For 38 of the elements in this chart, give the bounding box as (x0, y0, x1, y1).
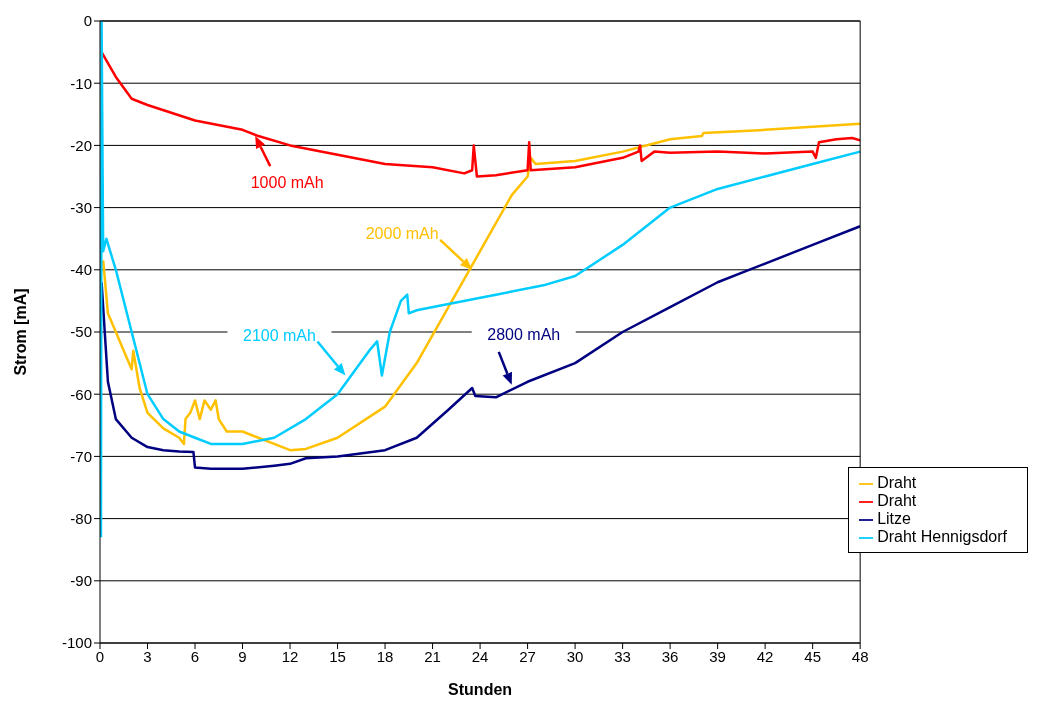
x-tick-label: 15 (329, 647, 346, 665)
x-tick-label: 12 (281, 647, 299, 665)
legend-label: Draht (877, 492, 917, 509)
x-tick-label: 42 (756, 647, 774, 665)
annotation: 2000 mAh (365, 225, 439, 243)
y-tick-label: -100 (61, 634, 92, 652)
x-tick-label: 33 (614, 647, 631, 665)
x-tick-label: 21 (424, 647, 441, 665)
x-tick-label: 0 (95, 647, 105, 665)
x-tick-label: 48 (851, 647, 869, 665)
y-tick-label: -60 (70, 385, 92, 403)
legend-label: Draht Hennigsdorf (877, 528, 1007, 545)
x-tick-label: 18 (376, 647, 394, 665)
y-tick-label: 0 (83, 12, 92, 30)
x-tick-label: 24 (471, 647, 489, 665)
x-tick-label: 45 (804, 647, 821, 665)
x-axis-title: Stunden (448, 681, 513, 698)
y-tick-label: -30 (70, 198, 92, 216)
y-tick-label: -80 (70, 509, 92, 527)
y-tick-label: -40 (70, 261, 92, 279)
y-tick-label: -70 (70, 447, 92, 465)
x-tick-label: 9 (238, 647, 247, 665)
x-tick-label: 27 (519, 647, 536, 665)
legend-label: Litze (877, 510, 911, 527)
annotation: 2800 mAh (487, 326, 561, 344)
y-tick-label: -10 (70, 74, 92, 92)
y-tick-label: -20 (70, 136, 92, 154)
x-tick-label: 6 (190, 647, 200, 665)
x-tick-label: 3 (143, 647, 152, 665)
x-tick-label: 36 (661, 647, 679, 665)
annotation: 2100 mAh (243, 327, 316, 345)
x-tick-label: 30 (566, 647, 584, 665)
y-tick-label: -90 (70, 572, 92, 590)
y-tick-label: -50 (70, 323, 92, 341)
y-axis-title: Strom [mA] (11, 288, 29, 376)
x-tick-label: 39 (709, 647, 726, 665)
annotation: 1000 mAh (250, 173, 324, 191)
legend-label: Draht (877, 474, 917, 491)
